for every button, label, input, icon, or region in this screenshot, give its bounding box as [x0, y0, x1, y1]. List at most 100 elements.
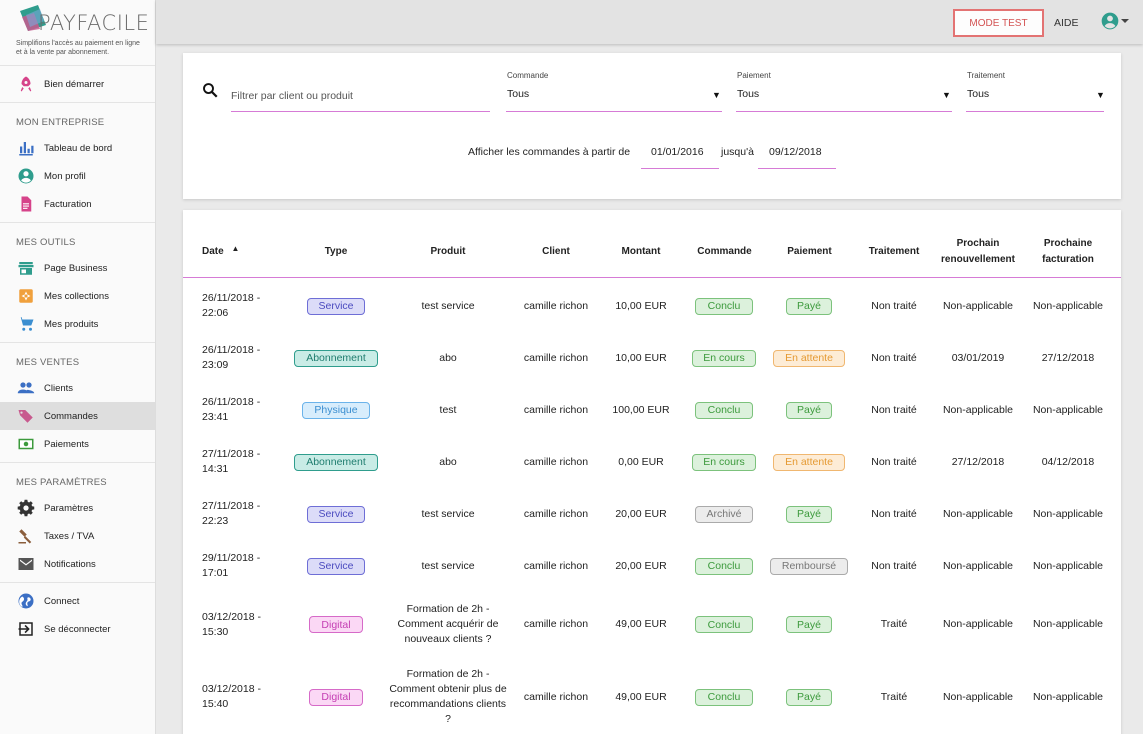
- paiement-status-badge: Payé: [786, 616, 832, 633]
- sidebar-item-commandes[interactable]: Commandes: [0, 402, 155, 430]
- column-header-date-label: Date: [202, 246, 224, 257]
- table-cell: Non traité: [871, 299, 917, 312]
- column-header-montant[interactable]: Montant: [621, 246, 661, 257]
- search-placeholder: Filtrer par client ou produit: [231, 90, 353, 102]
- type-badge: Digital: [309, 616, 363, 633]
- table-cell: Non traité: [871, 403, 917, 416]
- table-cell: 100,00 EUR: [612, 403, 670, 416]
- sidebar-item-bien-demarrer[interactable]: Bien démarrer: [0, 70, 155, 98]
- sidebar-item-label: Commandes: [44, 410, 98, 422]
- table-cell: test service: [421, 299, 475, 312]
- sidebar-item-label: Paramètres: [44, 502, 94, 514]
- sidebar-item-parametres[interactable]: Paramètres: [0, 494, 155, 522]
- sidebar-item-clients[interactable]: Clients: [0, 374, 155, 402]
- mode-test-button[interactable]: MODE TEST: [953, 9, 1044, 37]
- column-header-produit[interactable]: Produit: [430, 246, 466, 257]
- search-icon: [203, 83, 218, 98]
- logo-text: PAYFACILE: [38, 11, 150, 35]
- commande-select[interactable]: Commande Tous ▼: [506, 69, 722, 112]
- nav-heading: MON ENTREPRISE: [16, 117, 105, 128]
- sidebar-item-mon-profil[interactable]: Mon profil: [0, 162, 155, 190]
- sidebar-item-connect[interactable]: Connect: [0, 587, 155, 615]
- date-to-label: jusqu'à: [721, 146, 754, 158]
- table-cell: 03/01/2019: [951, 351, 1005, 364]
- nav-section-start: Bien démarrer: [0, 66, 155, 103]
- table-cell: Non traité: [871, 455, 917, 468]
- table-cell: camille richon: [523, 507, 589, 520]
- table-cell: camille richon: [523, 299, 589, 312]
- table-cell: 26/11/2018 - 23:09: [202, 344, 261, 371]
- dropdown-arrow-icon: ▼: [712, 90, 721, 100]
- traitement-select-label: Traitement: [967, 71, 1005, 80]
- gavel-icon: [16, 527, 36, 545]
- commande-status-badge: Conclu: [695, 297, 753, 315]
- date-from-input[interactable]: 01/01/2016: [641, 137, 719, 169]
- traitement-select-value: Tous: [967, 88, 990, 100]
- aide-link[interactable]: AIDE: [1054, 17, 1079, 29]
- logo-area[interactable]: PAYFACILE Simplifions l'accès au paiemen…: [0, 0, 155, 66]
- sidebar-item-label: Paiements: [44, 438, 89, 450]
- sidebar-item-mes-collections[interactable]: Mes collections: [0, 282, 155, 310]
- paiement-status-badge: Payé: [786, 505, 832, 523]
- sidebar-item-mes-produits[interactable]: Mes produits: [0, 310, 155, 338]
- sidebar-item-paiements[interactable]: Paiements: [0, 430, 155, 458]
- account-circle-icon: [1101, 12, 1119, 30]
- orders-table: Date ▲ Type Produit Client Montant Comma…: [183, 210, 1121, 734]
- commande-status-badge: En cours: [692, 453, 756, 471]
- table-cell: abo: [439, 455, 457, 468]
- sidebar: PAYFACILE Simplifions l'accès au paiemen…: [0, 0, 156, 734]
- sidebar-item-label: Mon profil: [44, 170, 86, 182]
- table-cell: 0,00 EUR: [618, 455, 664, 468]
- sidebar-item-label: Facturation: [44, 198, 92, 210]
- sidebar-item-se-deconnecter[interactable]: Se déconnecter: [0, 615, 155, 643]
- table-cell: Formation de 2h - Comment obtenir plus d…: [389, 668, 507, 725]
- commande-status-badge: En cours: [692, 349, 756, 367]
- sidebar-item-notifications[interactable]: Notifications: [0, 550, 155, 578]
- paiement-select-label: Paiement: [737, 71, 771, 80]
- traitement-select[interactable]: Traitement Tous ▼: [966, 69, 1105, 112]
- table-cell: Non-applicable: [942, 559, 1014, 572]
- sidebar-item-tableau-de-bord[interactable]: Tableau de bord: [0, 134, 155, 162]
- commande-status-badge: Archivé: [695, 505, 753, 523]
- commande-status-badge: Conclu: [695, 688, 753, 706]
- sidebar-item-label: Mes collections: [44, 290, 109, 302]
- type-badge: Physique: [302, 401, 370, 419]
- table-cell: 04/12/2018: [1041, 455, 1095, 468]
- table-cell: Non-applicable: [1032, 507, 1104, 520]
- column-header-client[interactable]: Client: [542, 246, 570, 257]
- type-badge: Service: [307, 557, 365, 575]
- sidebar-item-taxes[interactable]: Taxes / TVA: [0, 522, 155, 550]
- paiement-select[interactable]: Paiement Tous ▼: [736, 69, 952, 112]
- table-cell: 29/11/2018 - 17:01: [202, 552, 261, 579]
- table-cell: camille richon: [523, 351, 589, 364]
- dropdown-arrow-icon: ▼: [1096, 90, 1105, 100]
- table-cell: 49,00 EUR: [615, 690, 667, 703]
- nav-section-parametres: MES PARAMÈTRES Paramètres Taxes / TVA No…: [0, 463, 155, 583]
- table-header: Date ▲ Type Produit Client Montant Comma…: [183, 210, 1121, 278]
- column-header-type[interactable]: Type: [324, 246, 348, 257]
- search-input[interactable]: Filtrer par client ou produit: [231, 75, 490, 112]
- nav-section-bottom: Connect Se déconnecter: [0, 583, 155, 647]
- column-header-traitement[interactable]: Traitement: [868, 246, 920, 257]
- column-header-commande[interactable]: Commande: [697, 246, 752, 257]
- topbar: MODE TEST AIDE: [156, 0, 1143, 44]
- column-header-paiement[interactable]: Paiement: [787, 246, 832, 257]
- globe-icon: [16, 592, 36, 610]
- sidebar-item-label: Clients: [44, 382, 74, 394]
- nav-section-entreprise: MON ENTREPRISE Tableau de bord Mon profi…: [0, 103, 155, 223]
- people-icon: [16, 379, 36, 397]
- date-to-input[interactable]: 09/12/2018: [758, 137, 836, 169]
- column-header-renouvellement[interactable]: Prochain renouvellement: [941, 238, 1015, 265]
- sidebar-item-facturation[interactable]: Facturation: [0, 190, 155, 218]
- table-cell: test service: [421, 507, 475, 520]
- paiement-status-badge: Payé: [786, 401, 832, 419]
- logo-icon: [20, 5, 46, 31]
- table-cell: 27/12/2018: [951, 455, 1005, 468]
- commande-select-value: Tous: [507, 88, 530, 100]
- account-menu[interactable]: [1100, 11, 1130, 31]
- paiement-status-badge: Payé: [786, 688, 832, 706]
- sidebar-item-page-business[interactable]: Page Business: [0, 254, 155, 282]
- table-cell: 26/11/2018 - 22:06: [202, 292, 261, 319]
- column-header-date[interactable]: Date ▲: [202, 244, 239, 260]
- column-header-facturation[interactable]: Prochaine facturation: [1042, 238, 1094, 265]
